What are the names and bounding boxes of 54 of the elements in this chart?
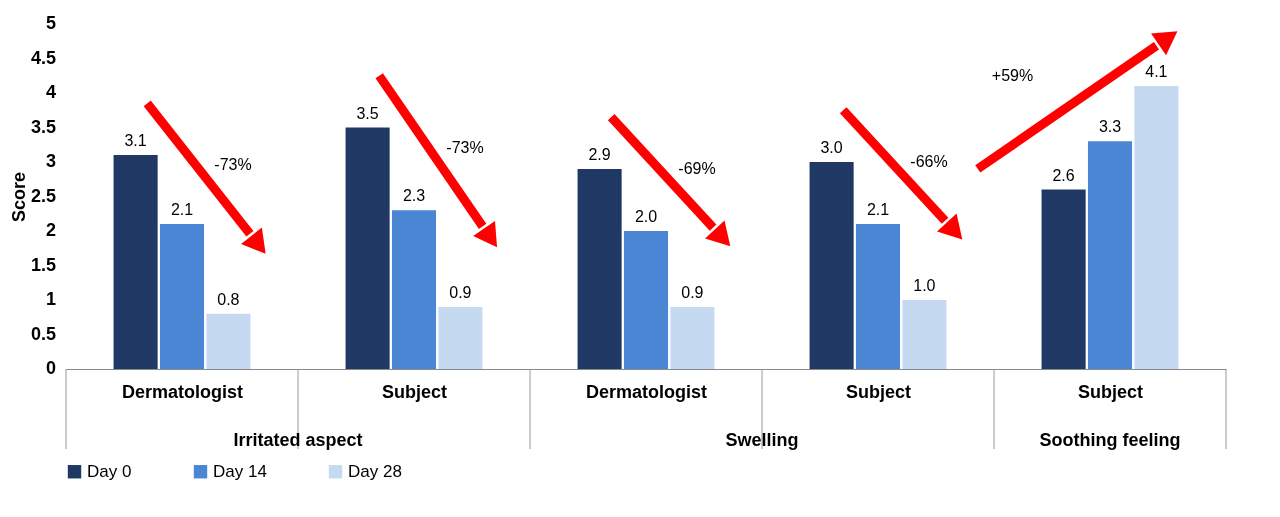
data-label: 2.6 <box>1052 166 1075 184</box>
x-tick-label: Subject <box>845 381 912 402</box>
y-tick-label: 4 <box>45 82 56 102</box>
text: Swelling <box>725 430 799 450</box>
y-tick-label: 2.5 <box>30 185 56 206</box>
y-tick-label: 2 <box>45 220 56 240</box>
bar <box>206 313 251 369</box>
legend-label: Day 0 <box>87 461 132 481</box>
data-label: 2.9 <box>588 145 611 163</box>
legend-label: Day 28 <box>348 461 402 481</box>
text: Soothing feeling <box>1039 430 1181 450</box>
y-tick-label: 3 <box>45 151 56 171</box>
x-tick-label: Dermatologist <box>585 381 708 402</box>
data-label: 0.9 <box>681 283 704 301</box>
annotation: -69% <box>678 159 716 177</box>
y-tick-label: 1 <box>45 289 56 309</box>
bar <box>809 162 854 369</box>
data-label: 2.3 <box>402 187 426 205</box>
bar <box>113 155 158 369</box>
bar <box>1087 141 1133 369</box>
y-tick-label: 1.5 <box>30 254 56 275</box>
data-label: 3.5 <box>356 104 379 122</box>
y-tick-label: 4.5 <box>30 47 56 68</box>
y-tick-label: 3.5 <box>30 116 56 137</box>
data-label: 0.8 <box>217 290 240 308</box>
y-tick-label: 5 <box>45 13 56 33</box>
bar <box>670 306 715 369</box>
data-label: 0.9 <box>449 283 472 301</box>
data-label: 3.1 <box>124 132 147 150</box>
data-label: 4.1 <box>1145 63 1168 81</box>
data-label: 3.3 <box>1098 118 1122 136</box>
y-axis-title: Score <box>8 171 29 223</box>
annotation: -73% <box>214 156 252 174</box>
bar <box>902 300 947 369</box>
bar <box>1041 189 1086 369</box>
data-label: 3.0 <box>820 139 843 156</box>
y-tick-label: 0.5 <box>30 323 56 344</box>
legend-label: Day 14 <box>213 461 267 481</box>
data-label: 2.1 <box>170 201 194 219</box>
annotation: -73% <box>446 139 484 157</box>
y-tick-label: 0 <box>45 358 56 378</box>
text: Irritated aspect <box>233 430 363 450</box>
bar <box>438 306 483 369</box>
bar <box>577 168 622 369</box>
data-label: 2.0 <box>634 208 658 225</box>
x-tick-label: Subject <box>1077 381 1144 402</box>
data-label: 2.1 <box>866 201 890 219</box>
bar <box>1134 86 1179 369</box>
x-tick-label: Dermatologist <box>121 381 244 402</box>
bar <box>345 127 390 369</box>
data-label: 1.0 <box>913 277 936 294</box>
x-tick-label: Subject <box>381 381 448 402</box>
annotation: -66% <box>910 153 948 170</box>
annotation: +59% <box>991 66 1034 84</box>
